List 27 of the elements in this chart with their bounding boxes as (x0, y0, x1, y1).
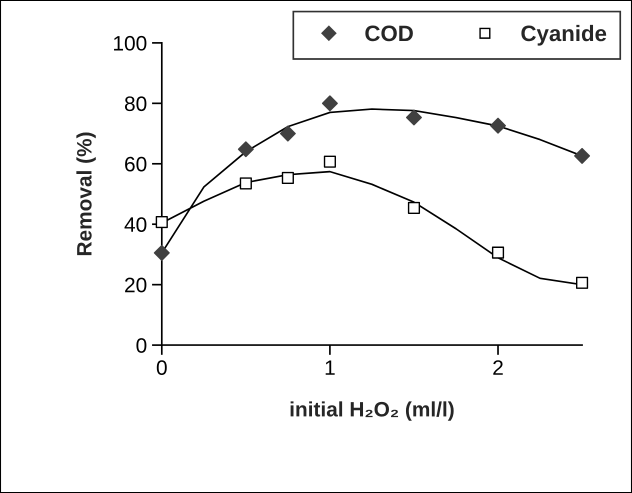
x-tick-label: 1 (326, 360, 335, 375)
point (282, 172, 294, 184)
point (280, 126, 296, 142)
legend-label: Cyanide (521, 24, 606, 46)
y-axis-title: Removal (%) (76, 132, 96, 256)
point (574, 148, 590, 164)
point (490, 118, 506, 134)
point (156, 216, 168, 228)
point (408, 202, 420, 214)
point (406, 110, 422, 126)
point (238, 141, 254, 158)
legend-label: COD (365, 26, 413, 42)
x-axis-title: initial H₂O₂ (ml/l) (290, 401, 454, 421)
point (492, 246, 504, 259)
point (576, 276, 588, 289)
y-tick-label: 80 (124, 96, 146, 112)
y-tick-label: 20 (125, 278, 146, 292)
x-tick-label: 0 (156, 360, 167, 375)
point (324, 156, 336, 168)
x-tick-label: 2 (493, 360, 503, 375)
y-tick-label: 100 (114, 36, 146, 51)
point (154, 244, 170, 261)
point (322, 95, 338, 112)
point (240, 177, 252, 190)
y-tick-label: 0 (136, 338, 146, 353)
y-tick-label: 60 (125, 156, 146, 172)
y-tick-label: 40 (124, 217, 146, 232)
